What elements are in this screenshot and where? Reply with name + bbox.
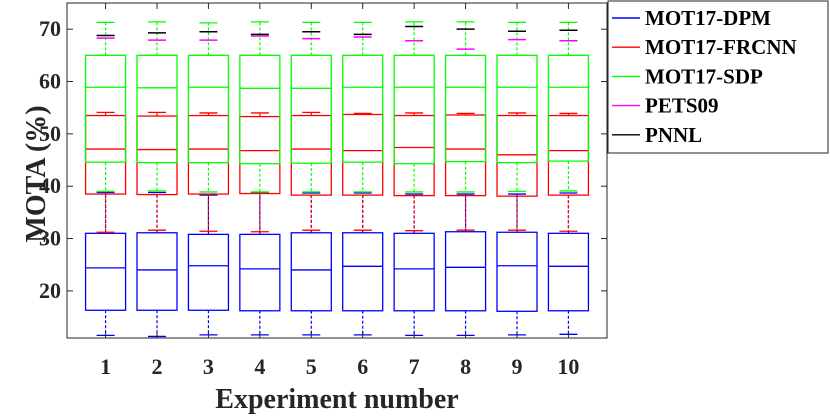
y-tick-label: 30 bbox=[39, 226, 61, 251]
y-tick-label: 20 bbox=[39, 278, 61, 303]
box-iqr bbox=[290, 54, 332, 164]
series-mot17-dpm bbox=[84, 191, 590, 338]
box-plot-marks bbox=[84, 21, 590, 338]
box bbox=[136, 21, 178, 192]
box-iqr bbox=[342, 54, 384, 163]
box bbox=[290, 21, 332, 193]
x-tick-label: 3 bbox=[203, 354, 214, 379]
box-iqr bbox=[444, 54, 487, 163]
x-tick-label: 10 bbox=[557, 354, 579, 379]
legend-label: MOT17-FRCNN bbox=[645, 35, 797, 59]
legend-label: MOT17-DPM bbox=[645, 6, 771, 30]
x-tick-label: 9 bbox=[512, 354, 523, 379]
x-tick-label: 5 bbox=[306, 354, 317, 379]
y-tick-label: 50 bbox=[39, 121, 61, 146]
series-mot17-sdp bbox=[84, 21, 590, 193]
box-iqr bbox=[84, 54, 127, 163]
legend-label: PNNL bbox=[645, 123, 702, 147]
box bbox=[444, 193, 487, 337]
box-iqr bbox=[239, 233, 281, 312]
y-tick-label: 70 bbox=[39, 16, 61, 41]
y-tick-label: 60 bbox=[39, 69, 61, 94]
x-tick-label: 7 bbox=[409, 354, 420, 379]
box bbox=[290, 192, 332, 336]
box bbox=[84, 21, 127, 193]
box bbox=[187, 22, 230, 193]
series-pets09 bbox=[96, 35, 578, 50]
box-iqr bbox=[136, 232, 178, 311]
box-iqr bbox=[393, 54, 435, 165]
box-iqr bbox=[342, 232, 384, 312]
box bbox=[393, 21, 435, 193]
box-iqr bbox=[84, 232, 127, 311]
box bbox=[444, 21, 487, 193]
series-pnnl bbox=[96, 25, 578, 37]
box-iqr bbox=[547, 54, 590, 162]
box-iqr bbox=[393, 232, 435, 312]
axes-frame bbox=[66, 2, 608, 339]
legend-label: MOT17-SDP bbox=[645, 64, 763, 88]
legend-label: PETS09 bbox=[645, 94, 719, 118]
x-tick-label: 8 bbox=[460, 354, 471, 379]
legend: MOT17-DPM MOT17-FRCNN MOT17-SDP PETS09 PNNL bbox=[607, 0, 829, 154]
axes: 20 30 40 50 60 70 1 2 3 4 5 6 7 8 9 10 bbox=[39, 2, 608, 379]
x-axis-label: Experiment number bbox=[215, 384, 458, 415]
plot-background bbox=[67, 3, 607, 338]
box-iqr bbox=[187, 233, 230, 311]
x-tick-label: 1 bbox=[100, 354, 111, 379]
x-tick-label: 6 bbox=[357, 354, 368, 379]
box bbox=[496, 21, 538, 193]
box bbox=[239, 21, 281, 193]
box-iqr bbox=[239, 54, 281, 165]
plot-area bbox=[67, 3, 607, 338]
box-iqr bbox=[444, 231, 487, 312]
y-axis-label: MOTA (%) bbox=[21, 105, 52, 242]
y-tick-label: 40 bbox=[39, 173, 61, 198]
box-iqr bbox=[290, 232, 332, 312]
box-iqr bbox=[547, 232, 590, 312]
box bbox=[547, 21, 590, 192]
x-tick-label: 2 bbox=[152, 354, 163, 379]
box-iqr bbox=[136, 54, 178, 164]
x-tick-label: 4 bbox=[254, 354, 265, 379]
box-iqr bbox=[187, 54, 230, 164]
box bbox=[342, 21, 384, 193]
legend-box bbox=[607, 0, 829, 154]
box bbox=[84, 191, 127, 337]
box-iqr bbox=[496, 54, 538, 164]
box-iqr bbox=[496, 231, 538, 312]
